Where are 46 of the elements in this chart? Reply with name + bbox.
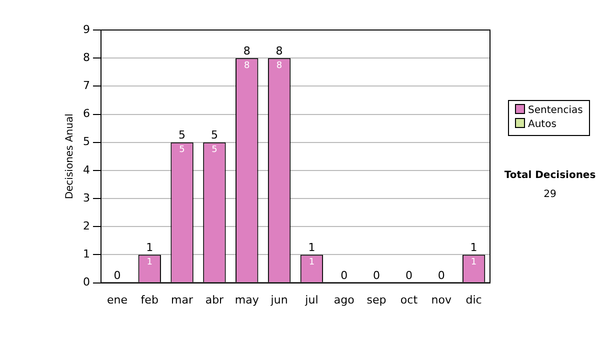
x-tick-label: ene — [106, 293, 128, 306]
total-label: 1 — [308, 241, 316, 254]
total-label: 5 — [210, 128, 218, 142]
total-label: 0 — [405, 269, 412, 282]
x-tick-label: jun — [270, 293, 288, 306]
data-label: 8 — [244, 60, 250, 71]
x-tick-label: ago — [334, 293, 355, 306]
y-tick-label: 6 — [83, 107, 90, 120]
data-label: 1 — [470, 258, 477, 268]
data-label: 5 — [212, 145, 218, 156]
x-tick-label: oct — [400, 293, 418, 306]
legend-label: Autos — [527, 118, 558, 132]
total-label: 8 — [243, 44, 250, 58]
y-tick-label: 0 — [83, 276, 90, 289]
total-label: 1 — [146, 241, 154, 254]
legend-label: Sentencias — [527, 104, 583, 118]
y-tick-label: 9 — [83, 22, 90, 36]
total-label: 8 — [276, 44, 283, 58]
x-tick-label: nov — [431, 293, 452, 306]
data-label: 8 — [276, 60, 282, 71]
x-tick-label: may — [234, 293, 260, 306]
text: 29 — [542, 189, 558, 200]
x-tick-label: sep — [366, 293, 386, 306]
total-label: 5 — [178, 128, 186, 142]
x-tick-label: dic — [466, 293, 482, 306]
y-tick-label: 2 — [83, 219, 90, 232]
total-label: 0 — [438, 269, 445, 282]
y-axis-title: Decisiones Anual — [64, 114, 76, 200]
data-label: 1 — [146, 258, 152, 268]
y-tick-label: 3 — [83, 191, 90, 204]
y-tick-label: 5 — [83, 135, 90, 148]
y-tick-label: 1 — [83, 248, 90, 261]
y-tick-label: 4 — [83, 163, 90, 176]
x-tick-label: feb — [140, 293, 158, 306]
y-tick-label: 7 — [83, 79, 90, 92]
total-label: 0 — [114, 269, 121, 282]
x-tick-label: mar — [171, 293, 194, 306]
x-tick-label: abr — [205, 293, 224, 306]
total-label: 0 — [373, 269, 380, 282]
y-tick-label: 8 — [83, 50, 90, 64]
total-label: 0 — [340, 269, 348, 282]
data-label: 5 — [179, 145, 185, 156]
text: Total Decisiones — [503, 170, 597, 181]
x-tick-label: jul — [304, 293, 318, 306]
total-label: 1 — [470, 241, 478, 254]
data-label: 1 — [308, 258, 315, 268]
